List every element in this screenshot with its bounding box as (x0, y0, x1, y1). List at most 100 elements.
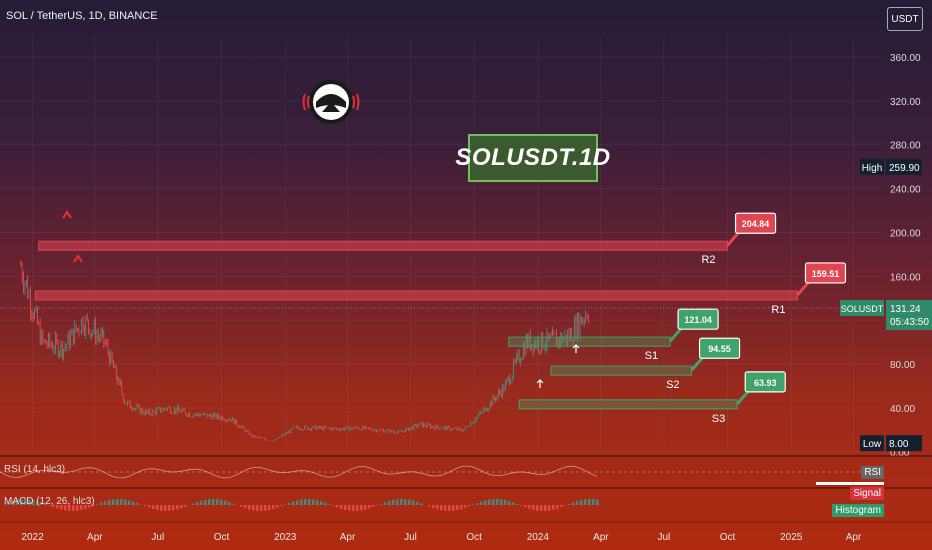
macd-histogram-bar (532, 505, 535, 510)
macd-histogram-bar (212, 499, 215, 505)
macd-histogram-bar (448, 505, 451, 511)
macd-histogram-bar (108, 500, 111, 505)
macd-histogram-bar (324, 502, 327, 505)
macd-histogram-bar (232, 503, 235, 505)
macd-histogram-bar (84, 505, 87, 509)
macd-histogram-bar (40, 502, 43, 505)
macd-histogram-bar (408, 499, 411, 505)
macd-histogram-bar (320, 501, 323, 505)
level-zone (518, 399, 738, 410)
time-tick-label: Apr (87, 532, 103, 543)
rsi-badge: RSI (861, 466, 884, 479)
macd-histogram-bar (132, 501, 135, 505)
macd-histogram-bar (276, 505, 279, 508)
time-tick-label: 2024 (527, 532, 550, 543)
svg-text:SOLUSDT: SOLUSDT (841, 304, 884, 314)
currency-unit-button[interactable]: USDT (887, 7, 923, 31)
macd-histogram-bar (304, 499, 307, 505)
macd-histogram-bar (584, 499, 587, 505)
histogram-badge: Histogram (832, 504, 884, 517)
macd-label: MACD (12, 26, hlc3) (4, 496, 95, 507)
macd-histogram-bar (432, 505, 435, 509)
macd-histogram-bar (136, 502, 139, 505)
macd-histogram-bar (104, 501, 107, 505)
low-badge: Low 8.00 (860, 435, 922, 452)
macd-histogram-bar (504, 500, 507, 505)
level-value-label: 94.55 (708, 344, 731, 354)
macd-histogram-bar (480, 501, 483, 505)
up-arrow-icon (572, 344, 580, 353)
macd-histogram-bar (512, 502, 515, 505)
macd-histogram-bar (124, 499, 127, 505)
macd-histogram-bar (216, 499, 219, 505)
macd-histogram-bar (164, 505, 167, 511)
time-tick-label: Oct (720, 532, 736, 543)
macd-histogram-bar (536, 505, 539, 511)
macd-histogram-bar (180, 505, 183, 509)
macd-histogram-bar (308, 499, 311, 505)
macd-histogram-bar (292, 501, 295, 505)
macd-histogram-bar (560, 505, 563, 508)
chart-title-box: SOLUSDT.1D (455, 134, 610, 182)
astronaut-helmet-icon (302, 80, 360, 124)
time-tick-label: Jul (657, 532, 670, 543)
reversal-flag-icon (73, 254, 83, 263)
macd-histogram-bar (176, 505, 179, 510)
level-zone (34, 290, 798, 301)
indicator-panes (0, 455, 932, 523)
macd-histogram-bar (200, 500, 203, 505)
level-name-label: R1 (771, 304, 785, 316)
rsi-line (0, 465, 598, 479)
macd-histogram-bar (340, 505, 343, 509)
time-tick-label: Apr (340, 532, 356, 543)
macd-histogram-bar (144, 505, 147, 507)
macd-histogram-bar (580, 500, 583, 505)
candles (20, 260, 589, 443)
macd-histogram-bar (192, 503, 195, 505)
macd-histogram-bar (196, 502, 199, 505)
macd-histogram-bar (24, 499, 27, 505)
time-tick-label: Jul (404, 532, 417, 543)
macd-histogram-bar (440, 505, 443, 511)
macd-histogram-bar (416, 501, 419, 505)
svg-text:05:43:50: 05:43:50 (890, 317, 929, 328)
macd-histogram-bar (88, 505, 91, 508)
macd-histogram-bar (576, 501, 579, 505)
price-tick-label: 200.00 (890, 229, 921, 240)
macd-histogram-bar (540, 505, 543, 511)
macd-histogram-bar (184, 505, 187, 507)
price-tick-label: 0.00 (890, 448, 910, 459)
last-price-badge: SOLUSDT 131.24 05:43:50 (840, 299, 932, 330)
reversal-flag-icon (62, 210, 72, 219)
macd-histogram-bar (248, 505, 251, 510)
level-value-box (744, 371, 786, 393)
level-name-label: S1 (645, 350, 658, 362)
macd-histogram-bar (372, 505, 375, 507)
macd-histogram-bar (520, 505, 523, 506)
macd-histogram-bar (464, 505, 467, 508)
macd-histogram-bar (348, 505, 351, 511)
macd-histogram-bar (352, 505, 355, 511)
macd-histogram-bar (12, 500, 15, 505)
level-value-label: 204.84 (742, 219, 770, 229)
macd-histogram-bar (412, 500, 415, 505)
macd-histogram-bar (484, 500, 487, 505)
macd-histogram-bar (68, 505, 71, 511)
macd-histogram-bar (16, 499, 19, 505)
time-tick-label: 2023 (274, 532, 297, 543)
level-value-box (734, 212, 777, 234)
macd-histogram-bar (264, 505, 267, 511)
level-name-label: S2 (666, 379, 679, 391)
level-value-label: 159.51 (812, 269, 840, 279)
level-value-label: 121.04 (684, 315, 712, 325)
macd-histogram-bar (240, 505, 243, 507)
macd-histogram-bar (160, 505, 163, 511)
macd-histogram-bar (332, 505, 335, 506)
macd-histogram-bar (564, 505, 567, 506)
macd-histogram-bar (312, 499, 315, 505)
macd-histogram-bar (456, 505, 459, 511)
price-tick-label: 320.00 (890, 97, 921, 108)
macd-histogram-bar (120, 499, 123, 505)
macd-histogram-bar (444, 505, 447, 511)
